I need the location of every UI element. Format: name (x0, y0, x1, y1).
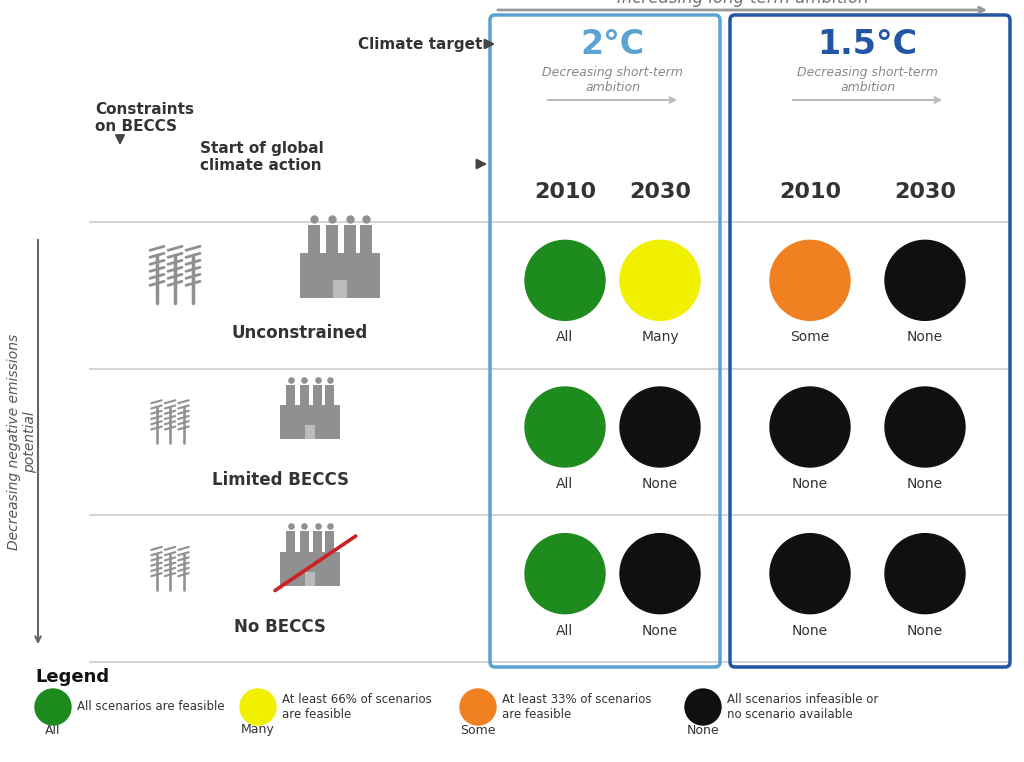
Text: At least 66% of scenarios
are feasible: At least 66% of scenarios are feasible (282, 693, 432, 721)
Text: None: None (907, 331, 943, 344)
Text: Decreasing short-term
ambition: Decreasing short-term ambition (797, 66, 938, 94)
Circle shape (240, 689, 276, 725)
Bar (308, 225, 319, 255)
Text: Limited BECCS: Limited BECCS (212, 471, 348, 489)
Text: 2030: 2030 (629, 182, 691, 202)
Text: None: None (907, 477, 943, 491)
Bar (305, 572, 315, 585)
Bar (326, 225, 338, 255)
Circle shape (35, 689, 71, 725)
Text: 2010: 2010 (779, 182, 841, 202)
Text: 1.5°C: 1.5°C (817, 27, 918, 60)
Circle shape (525, 387, 605, 467)
Text: No BECCS: No BECCS (234, 618, 326, 636)
Circle shape (770, 387, 850, 467)
Text: None: None (642, 477, 678, 491)
Circle shape (685, 689, 721, 725)
Text: Start of global
climate action: Start of global climate action (200, 141, 324, 173)
Text: Increasing long-term ambition: Increasing long-term ambition (617, 0, 868, 7)
Text: None: None (792, 623, 828, 638)
Text: None: None (687, 723, 719, 737)
Text: All: All (45, 723, 60, 737)
Text: Decreasing short-term
ambition: Decreasing short-term ambition (542, 66, 683, 94)
Text: Constraints
on BECCS: Constraints on BECCS (95, 102, 194, 134)
Circle shape (620, 240, 700, 320)
Circle shape (770, 533, 850, 613)
Bar (299, 385, 308, 407)
Text: Some: Some (460, 723, 496, 737)
Circle shape (460, 689, 496, 725)
Bar (360, 225, 372, 255)
Text: All: All (556, 623, 573, 638)
Bar (344, 225, 356, 255)
Text: All scenarios are feasible: All scenarios are feasible (77, 700, 224, 713)
Text: All: All (556, 477, 573, 491)
Bar (325, 531, 334, 554)
Bar (325, 385, 334, 407)
Circle shape (620, 533, 700, 613)
Bar (313, 531, 322, 554)
Bar (280, 552, 340, 585)
Text: Some: Some (791, 331, 829, 344)
Circle shape (885, 240, 965, 320)
Bar (333, 280, 347, 298)
Text: 2°C: 2°C (581, 27, 645, 60)
Bar (313, 385, 322, 407)
Bar (300, 253, 380, 298)
Circle shape (885, 387, 965, 467)
Circle shape (620, 387, 700, 467)
Bar (286, 531, 295, 554)
Bar (286, 385, 295, 407)
Bar (299, 531, 308, 554)
Bar (305, 425, 315, 439)
Text: All scenarios infeasible or
no scenario available: All scenarios infeasible or no scenario … (727, 693, 879, 721)
Circle shape (770, 240, 850, 320)
Circle shape (525, 533, 605, 613)
Text: All: All (556, 331, 573, 344)
Text: Many: Many (241, 723, 274, 737)
Text: At least 33% of scenarios
are feasible: At least 33% of scenarios are feasible (502, 693, 651, 721)
Text: None: None (907, 623, 943, 638)
Circle shape (525, 240, 605, 320)
Text: Many: Many (641, 331, 679, 344)
Text: None: None (642, 623, 678, 638)
Text: Legend: Legend (35, 668, 110, 686)
Circle shape (885, 533, 965, 613)
Text: None: None (792, 477, 828, 491)
Text: Climate target: Climate target (357, 37, 482, 52)
Text: Unconstrained: Unconstrained (231, 325, 368, 342)
Text: 2030: 2030 (894, 182, 956, 202)
Bar (280, 405, 340, 439)
Text: 2010: 2010 (534, 182, 596, 202)
Text: Decreasing negative emissions
potential: Decreasing negative emissions potential (7, 334, 37, 550)
